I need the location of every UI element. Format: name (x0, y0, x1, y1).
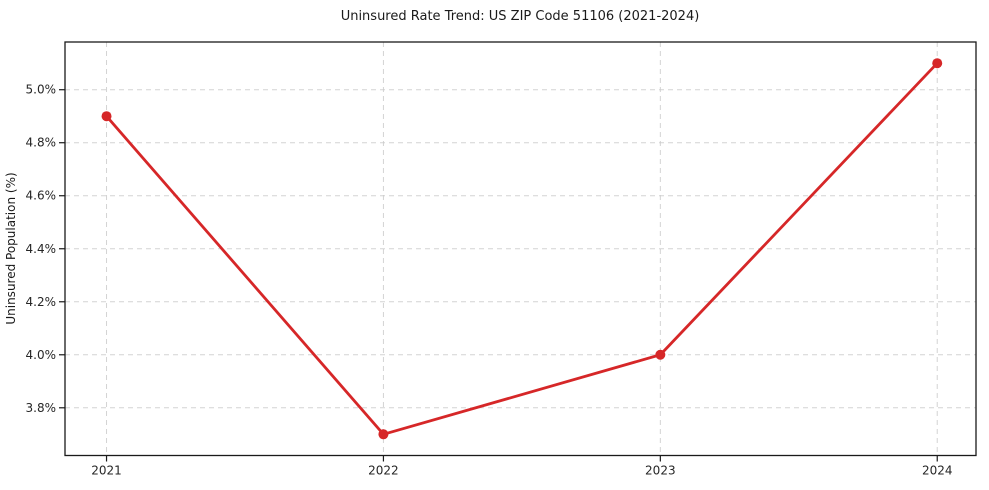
y-tick-label: 4.6% (26, 189, 57, 203)
x-tick-label: 2022 (368, 464, 399, 478)
axes-frame (59, 41, 977, 462)
x-tick-label: 2023 (645, 464, 676, 478)
line-series (101, 58, 943, 440)
y-tick-label: 3.8% (26, 401, 57, 415)
data-point-marker (932, 58, 943, 69)
gridlines (65, 42, 976, 456)
tick-labels: 2021 2022 2023 2024 3.8% 4.0% 4.2% 4.4% 4.6% 4.8%… (26, 83, 953, 478)
y-tick-label: 4.8% (26, 136, 57, 150)
x-tick-label: 2024 (922, 464, 953, 478)
chart-title: Uninsured Rate Trend: US ZIP Code 51106 … (341, 9, 700, 24)
y-tick-label: 4.4% (26, 242, 57, 256)
x-tick-label: 2021 (91, 464, 122, 478)
y-axis-label: Uninsured Population (%) (4, 172, 18, 324)
data-point-marker (655, 349, 666, 360)
data-point-marker (378, 429, 389, 440)
y-tick-label: 4.2% (26, 295, 57, 309)
data-point-marker (101, 111, 112, 122)
trend-line (105, 61, 939, 436)
y-tick-label: 5.0% (26, 83, 57, 97)
y-tick-label: 4.0% (26, 348, 57, 362)
